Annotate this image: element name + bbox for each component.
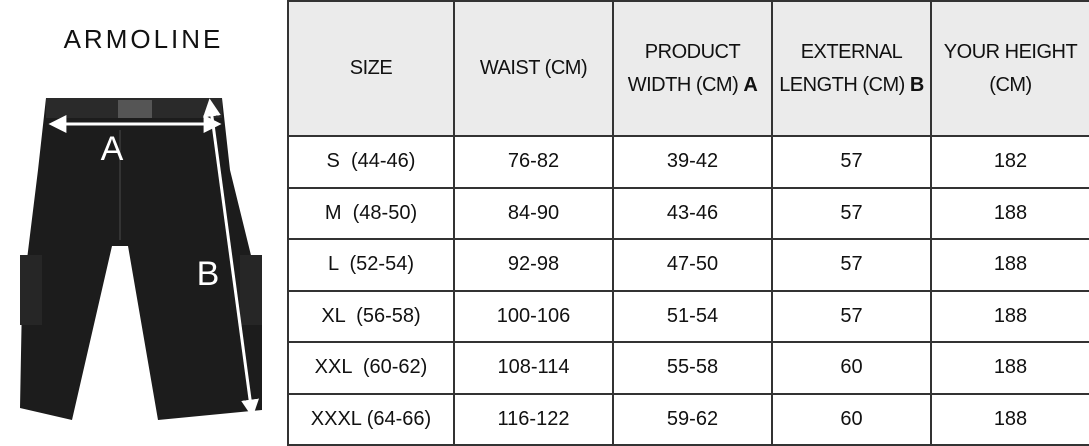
table-cell: 57 — [771, 186, 932, 240]
table-cell: 51-54 — [612, 289, 773, 343]
table-cell: XXXL (64-66) — [287, 392, 455, 446]
table-cell: 47-50 — [612, 238, 773, 292]
table-row: XL (56-58) 100-106 51-54 57 188 — [287, 289, 1089, 343]
header-cell: YOUR HEIGHT (CM) — [930, 0, 1089, 137]
table-cell: 59-62 — [612, 392, 773, 446]
table-cell: XL (56-58) — [287, 289, 455, 343]
header-text: SIZE — [349, 57, 393, 79]
table-cell: 182 — [930, 135, 1089, 189]
table-cell: 60 — [771, 341, 932, 395]
table-cell: L (52-54) — [287, 238, 455, 292]
table-cell: M (48-50) — [287, 186, 455, 240]
table-cell: 92-98 — [453, 238, 614, 292]
header-cell: SIZE — [287, 0, 455, 137]
table-cell: 188 — [930, 186, 1089, 240]
header-text: YOUR HEIGHT (CM) — [943, 40, 1083, 96]
table-cell: 76-82 — [453, 135, 614, 189]
label-a: A — [101, 130, 124, 168]
table-cell: S (44-46) — [287, 135, 455, 189]
table-cell: 100-106 — [453, 289, 614, 343]
table-cell: 43-46 — [612, 186, 773, 240]
header-mark: A — [743, 73, 758, 96]
table-cell: 57 — [771, 238, 932, 292]
table-row: S (44-46) 76-82 39-42 57 182 — [287, 135, 1089, 189]
table-cell: 57 — [771, 289, 932, 343]
table-cell: 188 — [930, 238, 1089, 292]
header-row: SIZE WAIST (CM) PRODUCT WIDTH (CM) A EXTERN… — [287, 0, 1089, 137]
table-row: M (48-50) 84-90 43-46 57 188 — [287, 186, 1089, 240]
table-cell: 116-122 — [453, 392, 614, 446]
table-cell: 55-58 — [612, 341, 773, 395]
table-cell: 84-90 — [453, 186, 614, 240]
header-cell: PRODUCT WIDTH (CM) A — [612, 0, 773, 137]
header-text: EXTERNAL LENGTH (CM) — [779, 40, 908, 96]
table-body: S (44-46) 76-82 39-42 57 182 M (48-50) 84-90 43… — [287, 135, 1089, 446]
table-cell: XXL (60-62) — [287, 341, 455, 395]
table-cell: 60 — [771, 392, 932, 446]
table-row: L (52-54) 92-98 47-50 57 188 — [287, 238, 1089, 292]
table-cell: 188 — [930, 289, 1089, 343]
table-cell: 188 — [930, 392, 1089, 446]
header-text: WAIST (CM) — [479, 57, 588, 79]
label-b: B — [197, 255, 220, 293]
header-cell: WAIST (CM) — [453, 0, 614, 137]
table-cell: 188 — [930, 341, 1089, 395]
header-text: PRODUCT WIDTH (CM) — [627, 40, 746, 96]
product-panel: ARMOLINE A B — [0, 0, 287, 446]
table-cell: 39-42 — [612, 135, 773, 189]
header-cell: EXTERNAL LENGTH (CM) B — [771, 0, 932, 137]
table-cell: 108-114 — [453, 341, 614, 395]
size-table: SIZE WAIST (CM) PRODUCT WIDTH (CM) A EXTERN… — [287, 0, 1089, 446]
table-row: XXL (60-62) 108-114 55-58 60 188 — [287, 341, 1089, 395]
header-mark: B — [909, 73, 924, 96]
table-row: XXXL (64-66) 116-122 59-62 60 188 — [287, 392, 1089, 446]
table-cell: 57 — [771, 135, 932, 189]
brand: ARMOLINE — [63, 24, 224, 54]
shorts-illustration: A B — [20, 98, 262, 420]
